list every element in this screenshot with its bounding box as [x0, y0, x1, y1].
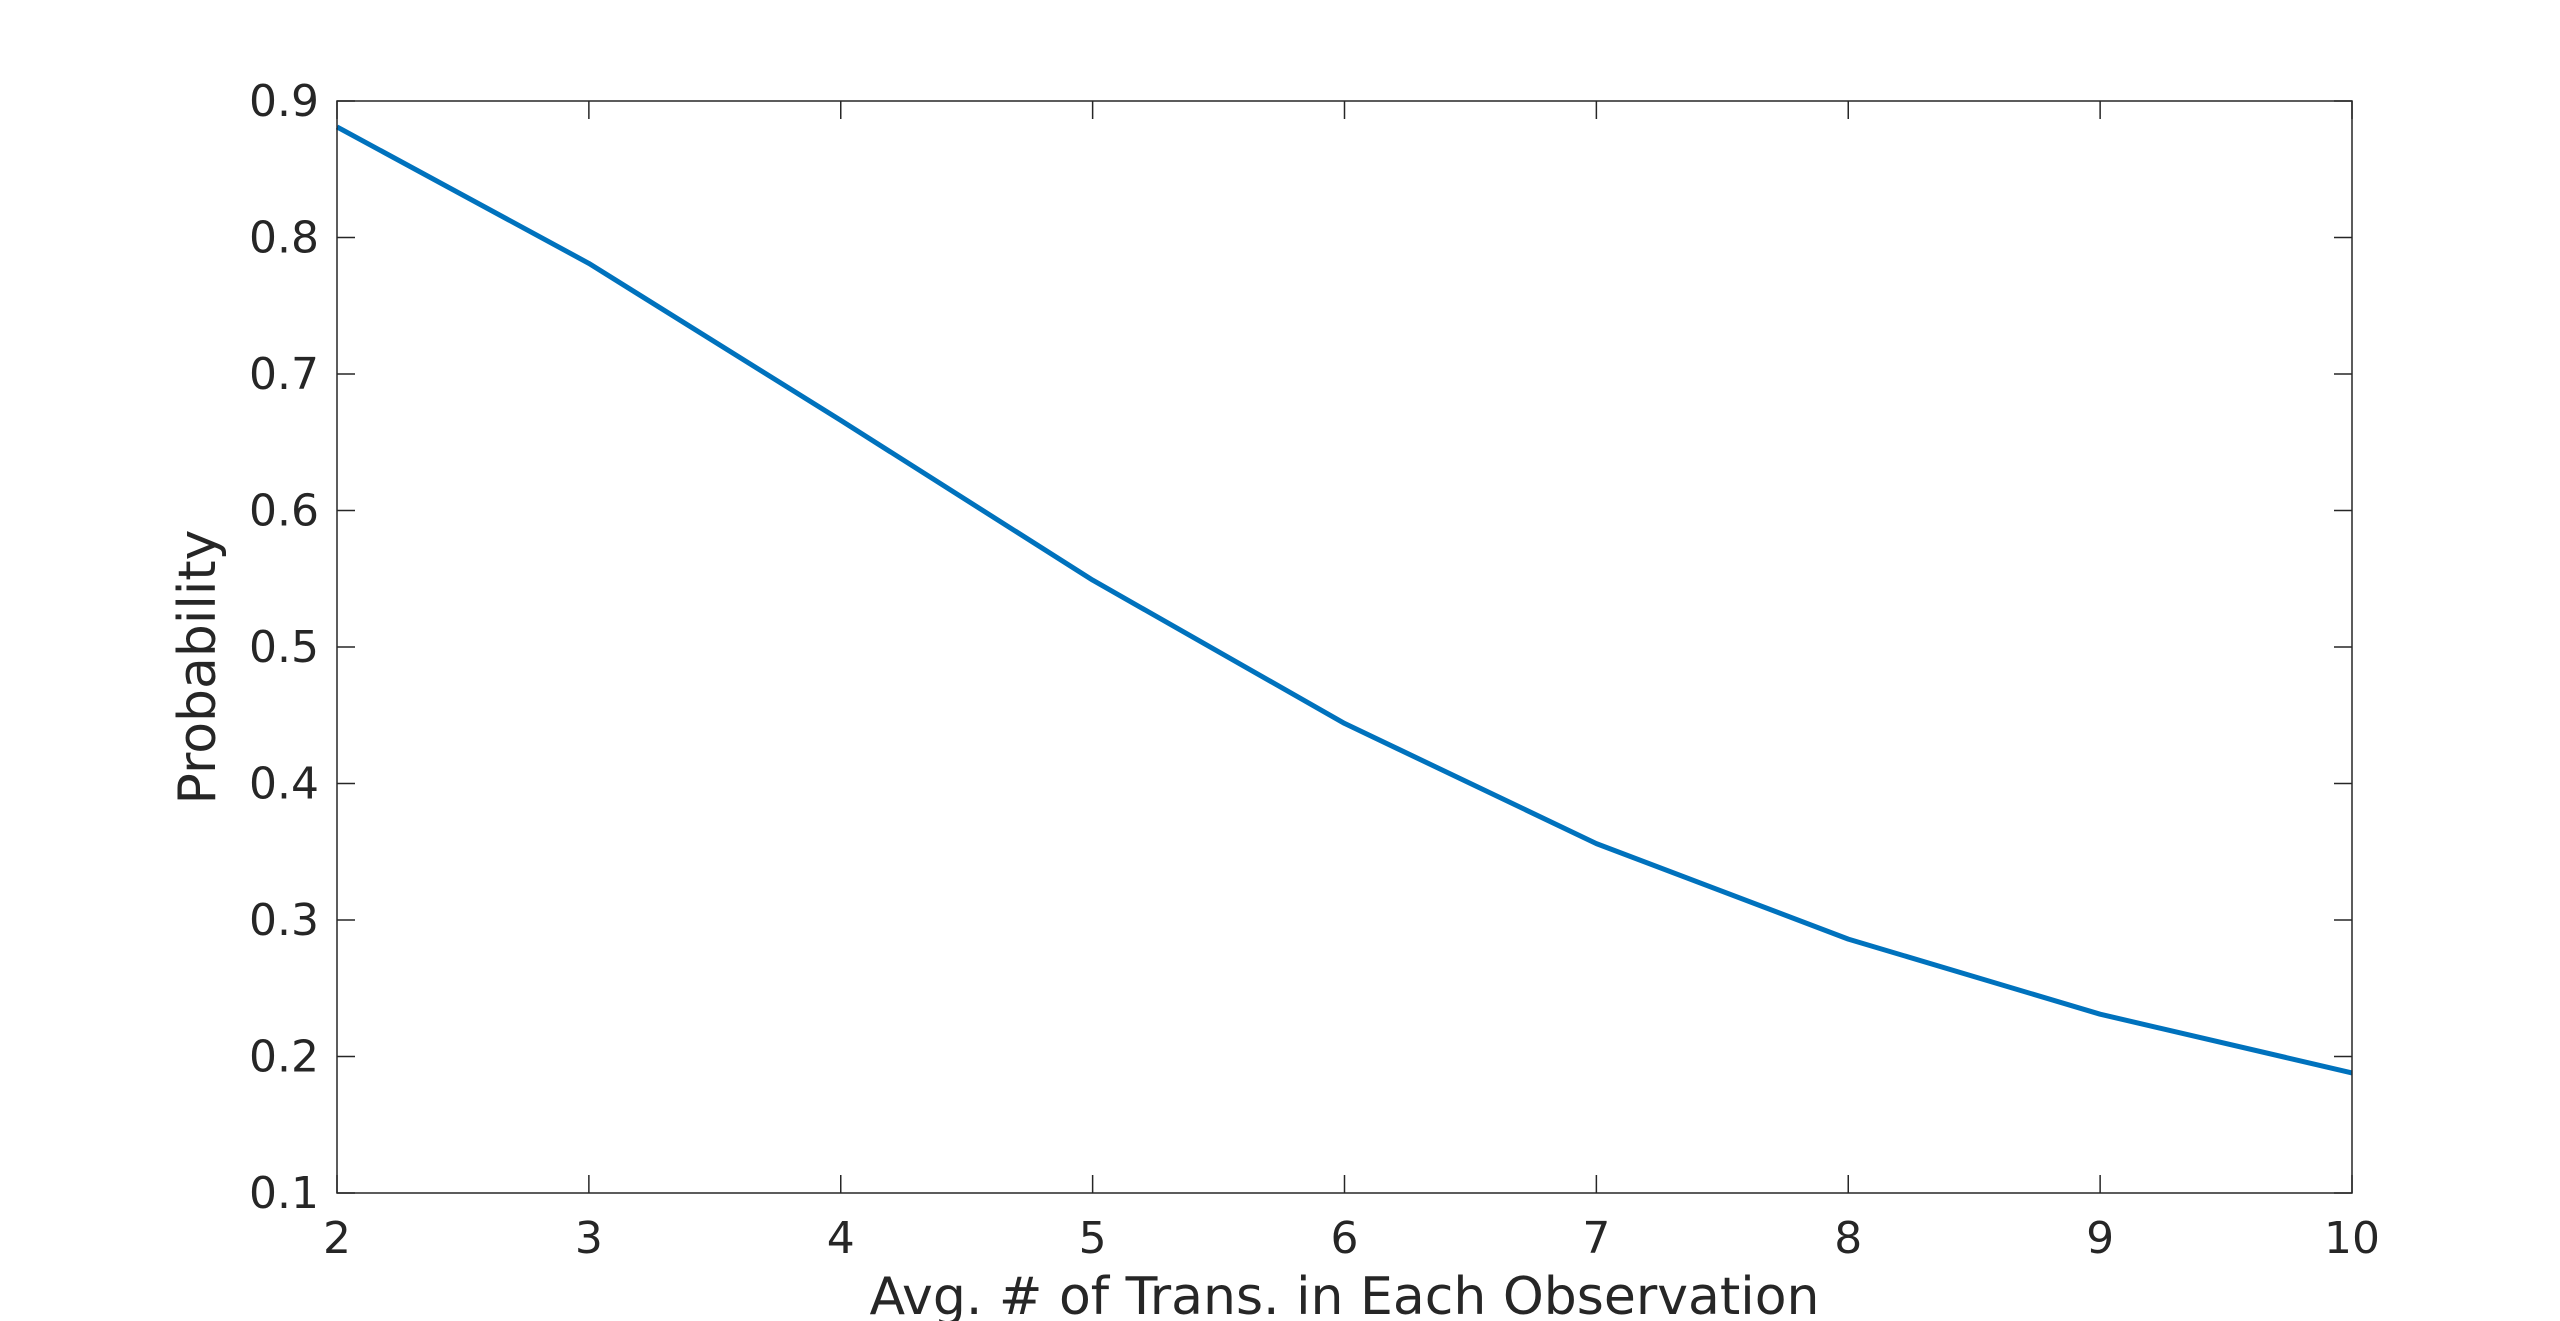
x-tick-label: 7 [1582, 1213, 1610, 1264]
axis-ticks [336, 100, 2353, 1194]
x-tick-label: 4 [827, 1213, 855, 1264]
y-tick-label: 0.8 [249, 213, 319, 264]
y-tick-label: 0.1 [249, 1168, 319, 1219]
x-tick-label: 5 [1079, 1213, 1107, 1264]
y-tick-label: 0.9 [249, 76, 319, 127]
plot-area-frame [336, 100, 2353, 1194]
y-tick-label: 0.4 [249, 759, 319, 810]
x-tick-label: 3 [575, 1213, 603, 1264]
y-tick-label: 0.6 [249, 486, 319, 537]
x-tick-label: 2 [323, 1213, 351, 1264]
series-lines [335, 124, 2353, 1076]
y-tick-labels: 0.1 0.2 0.3 0.4 0.5 0.6 0.7 0.8 0.9 [249, 76, 319, 1219]
x-tick-label: 9 [2086, 1213, 2114, 1264]
y-tick-label: 0.7 [249, 349, 319, 400]
x-tick-label: 6 [1331, 1213, 1359, 1264]
x-axis-title: Avg. # of Trans. in Each Observation [870, 1267, 1820, 1321]
x-tick-label: 8 [1834, 1213, 1862, 1264]
y-tick-label: 0.5 [249, 622, 319, 673]
y-axis-title: Probability [168, 530, 228, 805]
x-tick-labels: 2 3 4 5 6 7 8 9 10 [323, 1213, 2380, 1264]
y-tick-label: 0.2 [249, 1032, 319, 1083]
series-line [335, 124, 2353, 1076]
y-tick-label: 0.3 [249, 895, 319, 946]
x-tick-label: 10 [2324, 1213, 2380, 1264]
